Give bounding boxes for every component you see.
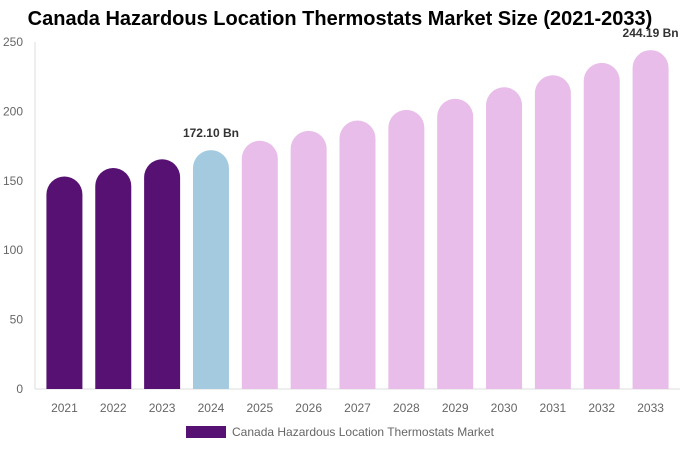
legend-label: Canada Hazardous Location Thermostats Ma…	[232, 425, 494, 439]
bar-2029	[437, 98, 474, 390]
x-tick-label: 2021	[51, 401, 78, 415]
x-tick-label: 2032	[588, 401, 615, 415]
x-tick-label: 2022	[100, 401, 127, 415]
x-tick-label: 2029	[442, 401, 469, 415]
x-tick-label: 2030	[491, 401, 518, 415]
bar-2030	[486, 87, 523, 389]
bar-2024	[192, 150, 229, 389]
x-tick-label: 2024	[198, 401, 225, 415]
y-tick-label: 50	[10, 313, 24, 327]
x-tick-label: 2033	[637, 401, 664, 415]
y-tick-label: 0	[16, 382, 23, 396]
legend-swatch	[186, 426, 226, 438]
x-tick-label: 2031	[540, 401, 567, 415]
data-label-2033: 244.19 Bn	[623, 26, 679, 40]
bar-2021	[46, 176, 83, 389]
x-tick-label: 2023	[149, 401, 176, 415]
x-tick-label: 2027	[344, 401, 371, 415]
y-tick-label: 250	[3, 35, 23, 49]
bar-2023	[144, 159, 181, 389]
legend: Canada Hazardous Location Thermostats Ma…	[186, 425, 494, 439]
x-tick-label: 2026	[295, 401, 322, 415]
x-tick-label: 2025	[246, 401, 273, 415]
bar-2033	[632, 50, 669, 390]
data-label-2024: 172.10 Bn	[183, 126, 239, 140]
bar-2032	[583, 62, 620, 389]
chart-title: Canada Hazardous Location Thermostats Ma…	[27, 8, 653, 30]
y-tick-label: 150	[3, 174, 23, 188]
bar-2031	[534, 75, 571, 389]
bar-2022	[95, 168, 132, 389]
bar-2026	[290, 130, 327, 389]
bar-2025	[241, 140, 278, 389]
bar-2027	[339, 120, 376, 390]
x-tick-label: 2028	[393, 401, 420, 415]
y-tick-label: 200	[3, 104, 23, 118]
y-tick-label: 100	[3, 243, 23, 257]
bar-2028	[388, 109, 425, 389]
